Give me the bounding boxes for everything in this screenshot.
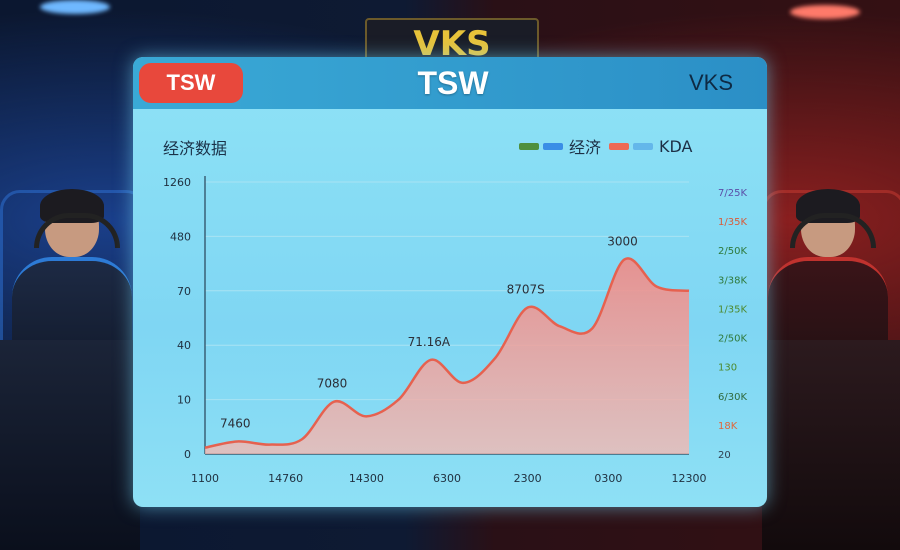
right-axis-label: 1/35K — [718, 304, 747, 315]
right-axis-label: 2/50K — [718, 334, 747, 345]
x-tick-label: 1100 — [191, 472, 219, 485]
legend: 经济 KDA — [519, 136, 697, 157]
legend-swatch-lightblue — [633, 142, 654, 150]
data-label: 8707S — [507, 283, 545, 297]
team-name-right: VKS — [688, 70, 733, 95]
desk-left — [0, 340, 140, 550]
team-badge-left: TSW — [139, 63, 243, 103]
y-tick-label: 1260 — [163, 176, 191, 189]
panel-header: TSW TSW VKS — [133, 57, 767, 109]
right-axis-label: 7/25K — [718, 188, 747, 199]
y-tick-label: 70 — [177, 285, 191, 298]
right-axis-label: 3/38K — [718, 275, 747, 286]
chart-title: 经济数据 — [163, 139, 228, 158]
y-tick-label: 0 — [184, 448, 191, 461]
stage-light — [790, 5, 860, 19]
desk-right — [762, 340, 900, 550]
right-axis-label: 2/50K — [718, 246, 747, 257]
stats-panel: TSW TSW VKS 经济数据 经济 KDA 0 10 40 70 480 1260 74… — [133, 57, 767, 507]
legend-label-kda: KDA — [659, 136, 693, 156]
right-axis-label: 20 — [718, 450, 731, 461]
right-axis-label: 6/30K — [718, 392, 747, 403]
stage-light — [40, 0, 110, 14]
data-label: 3000 — [607, 234, 638, 248]
y-tick-label: 40 — [177, 339, 191, 352]
x-tick-label: 14760 — [268, 472, 303, 485]
x-tick-label: 14300 — [349, 472, 384, 485]
y-tick-label: 10 — [177, 394, 191, 407]
x-tick-label: 0300 — [594, 472, 622, 485]
x-tick-label: 6300 — [433, 472, 461, 485]
right-axis-label: 1/35K — [718, 217, 747, 228]
team-title-center: TSW — [417, 64, 489, 101]
data-label: 71.16A — [408, 335, 451, 349]
x-tick-label: 2300 — [514, 472, 542, 485]
series-line — [204, 257, 690, 449]
legend-swatch-blue — [543, 142, 563, 150]
right-axis-label: 18K — [718, 421, 738, 432]
data-label: 7080 — [317, 377, 348, 391]
area-chart: 0 10 40 70 480 1260 7460 7080 71.16A 8707S 3000 110… — [163, 176, 747, 485]
data-label: 7460 — [220, 416, 251, 430]
legend-label-economy: 经济 — [569, 138, 602, 157]
x-tick-label: 12300 — [672, 472, 707, 485]
area-fill — [205, 258, 689, 454]
y-tick-label: 480 — [170, 230, 191, 243]
right-axis-label: 130 — [718, 363, 737, 374]
legend-swatch-green — [519, 142, 539, 150]
legend-swatch-red — [609, 142, 630, 150]
